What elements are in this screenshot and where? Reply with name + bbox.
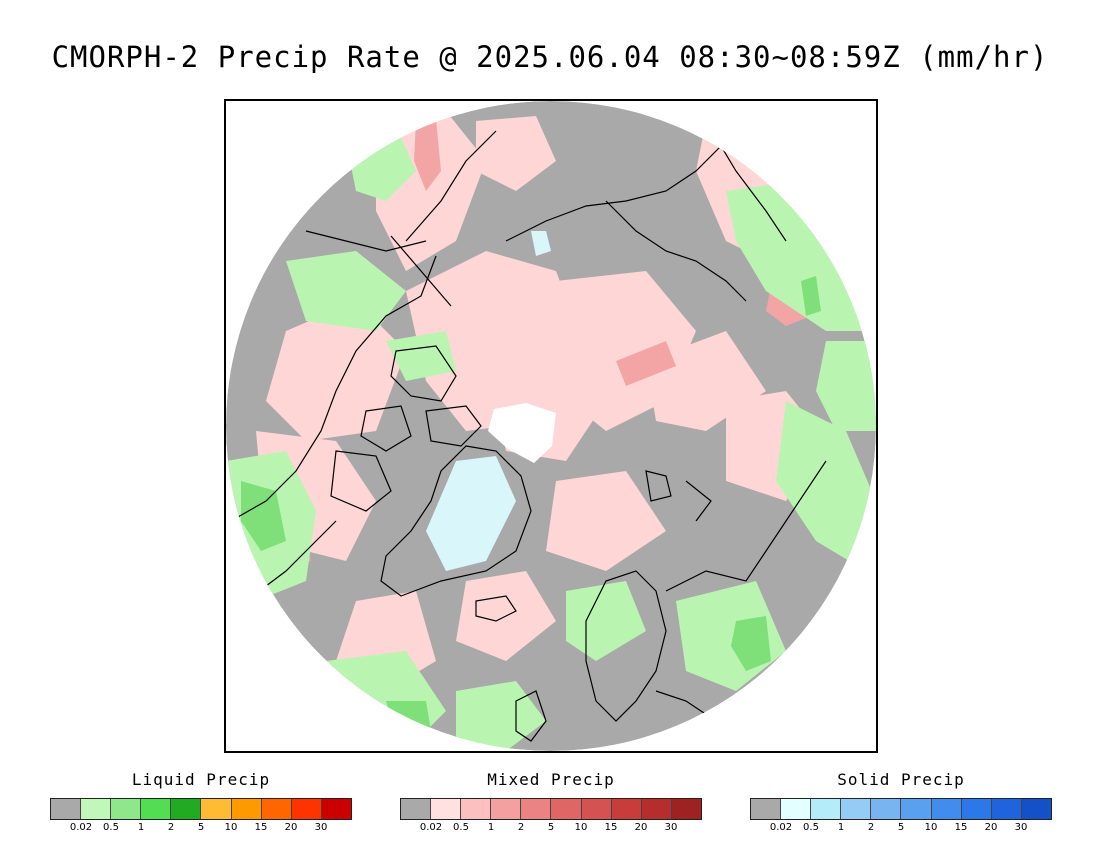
legend-swatch (751, 799, 782, 819)
arctic-island-coast (330, 450, 392, 512)
siberia-coast (505, 140, 727, 242)
legend-tick-label: 5 (547, 822, 555, 833)
scale-ticks: 0.02 0.5 1 2 5 10 15 20 30 (750, 822, 1052, 836)
legend-swatch (961, 799, 992, 819)
legend-tick-label: 0.02 (69, 822, 93, 833)
legend-swatch (641, 799, 672, 819)
coastlines (230, 120, 827, 742)
legend-tick-label: 20 (634, 822, 648, 833)
polar-no-data-area (488, 403, 556, 463)
solid-precip-areas (426, 231, 551, 571)
legend-swatch (321, 799, 351, 819)
legend-swatch (581, 799, 612, 819)
legend-swatch (81, 799, 112, 819)
legend-tick-label: 1 (137, 822, 145, 833)
liquid-precip-heavy-areas (241, 276, 821, 736)
legend-swatch (991, 799, 1022, 819)
legend-swatch (201, 799, 232, 819)
legend-tick-label: 1 (837, 822, 845, 833)
legend-swatch (171, 799, 202, 819)
legend-tick-label: 2 (867, 822, 875, 833)
legend-swatch (141, 799, 172, 819)
legend-swatch (111, 799, 142, 819)
legend-tick-label: 5 (197, 822, 205, 833)
legend-swatch (671, 799, 701, 819)
color-scale-bar (50, 798, 352, 820)
legend-swatch (611, 799, 642, 819)
liquid-precip-legend: Liquid Precip 0.02 0.5 1 2 5 10 15 20 30 (50, 770, 352, 836)
legend-title: Liquid Precip (131, 770, 271, 789)
legend-tick-label: 0.5 (103, 822, 119, 833)
polar-precip-map (224, 99, 878, 753)
legend-tick-label: 30 (314, 822, 328, 833)
legend-tick-label: 30 (1014, 822, 1028, 833)
legend-swatch (491, 799, 522, 819)
scale-ticks: 0.02 0.5 1 2 5 10 15 20 30 (50, 822, 352, 836)
legend-tick-label: 15 (954, 822, 968, 833)
legend-tick-label: 2 (517, 822, 525, 833)
arctic-island-coast (360, 405, 412, 452)
alaska-canada-border (390, 235, 452, 307)
legend-title: Solid Precip (837, 770, 965, 789)
map-title: CMORPH-2 Precip Rate @ 2025.06.04 08:30~… (51, 40, 1049, 74)
legend-tick-label: 0.5 (453, 822, 469, 833)
legend-swatch (521, 799, 552, 819)
russia-coast (665, 460, 827, 592)
legend-tick-label: 15 (604, 822, 618, 833)
legend-swatch (901, 799, 932, 819)
legend-swatch (551, 799, 582, 819)
scandinavia-coast (585, 570, 667, 722)
legend-tick-label: 20 (984, 822, 998, 833)
legend-tick-label: 2 (167, 822, 175, 833)
legend-swatch (261, 799, 292, 819)
solid-precip-legend: Solid Precip 0.02 0.5 1 2 5 10 15 20 30 (750, 770, 1052, 836)
legend-tick-label: 10 (574, 822, 588, 833)
legend-tick-label: 1 (487, 822, 495, 833)
legend-tick-label: 0.02 (419, 822, 443, 833)
color-scale-bar (750, 798, 1052, 820)
legend-swatch (431, 799, 462, 819)
legend-swatch (931, 799, 962, 819)
iceland-coast (475, 595, 517, 622)
siberia-coast (605, 200, 747, 302)
legend-tick-label: 30 (664, 822, 678, 833)
legend-swatch (871, 799, 902, 819)
legend-tick-label: 10 (924, 822, 938, 833)
alaska-coast (305, 230, 427, 252)
british-isles-coast (515, 690, 547, 742)
svalbard-coast (645, 470, 672, 502)
legend-tick-label: 20 (284, 822, 298, 833)
legend-tick-label: 0.02 (769, 822, 793, 833)
legend-tick-label: 15 (254, 822, 268, 833)
legend-swatch (291, 799, 322, 819)
legend-swatch (811, 799, 842, 819)
greenland-coast (380, 445, 532, 597)
legend-tick-label: 0.5 (803, 822, 819, 833)
legend-tick-label: 10 (224, 822, 238, 833)
legend-swatch (1021, 799, 1051, 819)
legend-swatch (51, 799, 82, 819)
legend-title: Mixed Precip (487, 770, 615, 789)
arctic-island-coast (425, 405, 482, 447)
map-disc (226, 101, 876, 751)
legend-tick-label: 5 (897, 822, 905, 833)
novaya-zemlya-coast (685, 480, 712, 522)
polar-map-svg (226, 101, 876, 751)
legend-swatch (841, 799, 872, 819)
color-scale-bar (400, 798, 702, 820)
legend-swatch (231, 799, 262, 819)
legend-swatch (401, 799, 432, 819)
scale-ticks: 0.02 0.5 1 2 5 10 15 20 30 (400, 822, 702, 836)
north-america-coast (230, 255, 437, 522)
arctic-island-coast (390, 345, 457, 402)
legend-swatch (781, 799, 812, 819)
legend-swatch (461, 799, 492, 819)
mixed-precip-legend: Mixed Precip 0.02 0.5 1 2 5 10 15 20 30 (400, 770, 702, 836)
bering-coast (405, 130, 497, 242)
